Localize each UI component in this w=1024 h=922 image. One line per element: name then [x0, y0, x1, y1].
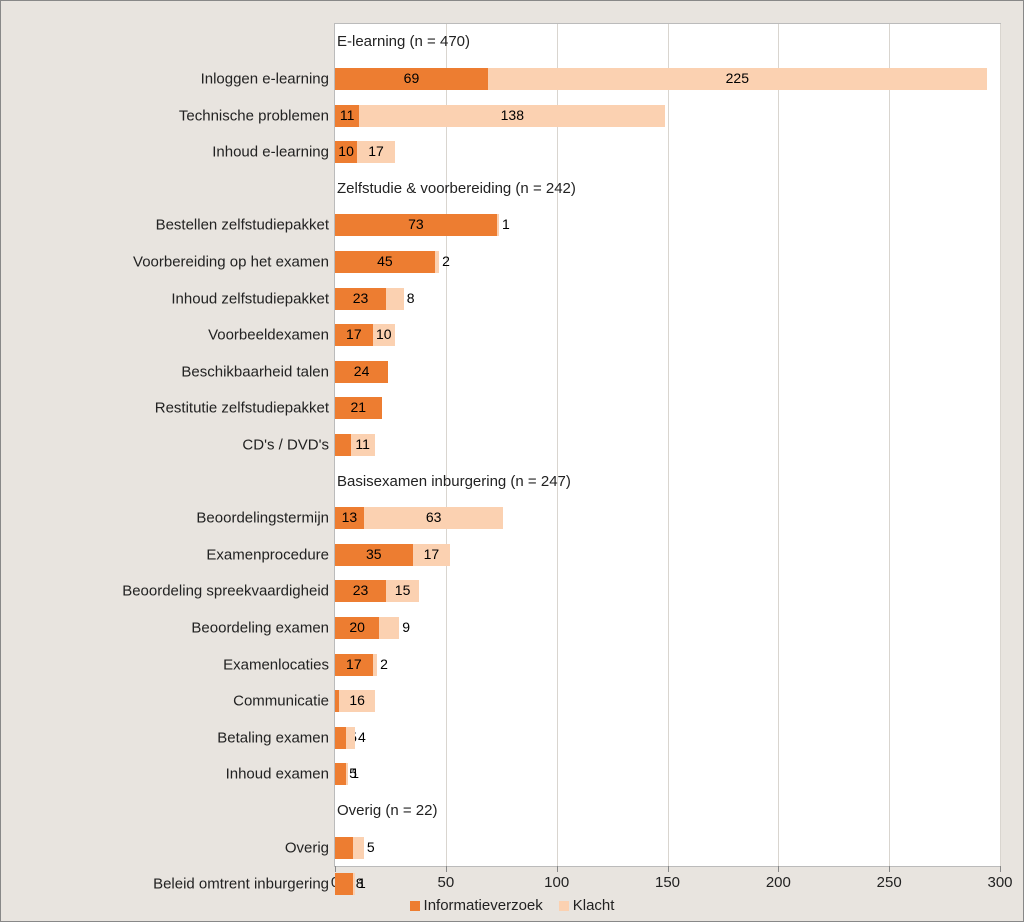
category-label: Beoordeling examen — [191, 619, 335, 636]
category-label: Voorbereiding op het examen — [133, 253, 335, 270]
group-header: Basisexamen inburgering (n = 247) — [337, 473, 571, 490]
x-tick-label: 50 — [437, 866, 454, 891]
bar-value-label: 1 — [351, 765, 359, 781]
gridline — [668, 24, 669, 866]
gridline — [889, 24, 890, 866]
bar-value-label: 63 — [426, 509, 442, 525]
bar-value-label: 1 — [502, 216, 510, 232]
bar-value-label: 1 — [358, 875, 366, 891]
category-label: Beschikbaarheid talen — [181, 363, 335, 380]
x-tick-label: 250 — [877, 866, 902, 891]
bar-segment-klacht — [386, 288, 404, 310]
bar-value-label: 225 — [726, 70, 749, 86]
bar-value-label: 8 — [407, 290, 415, 306]
bar-segment-info — [335, 837, 353, 859]
bar-segment-klacht — [373, 654, 377, 676]
bar-value-label: 23 — [353, 290, 369, 306]
bar-segment-info — [335, 434, 351, 456]
x-tick-label: 200 — [766, 866, 791, 891]
bar-value-label: 17 — [346, 656, 362, 672]
bar-value-label: 21 — [350, 399, 366, 415]
bar-value-label: 20 — [349, 619, 365, 635]
category-label: Communicatie — [233, 693, 335, 710]
legend-swatch — [559, 901, 569, 911]
bar-value-label: 17 — [368, 143, 384, 159]
gridline — [446, 24, 447, 866]
category-label: Bestellen zelfstudiepakket — [156, 217, 335, 234]
category-label: Technische problemen — [179, 107, 335, 124]
bar-value-label: 69 — [404, 70, 420, 86]
category-label: Inhoud e-learning — [212, 144, 335, 161]
bar-value-label: 23 — [353, 582, 369, 598]
bar-value-label: 138 — [501, 107, 524, 123]
category-label: Inloggen e-learning — [201, 70, 335, 87]
bar-segment-klacht — [353, 837, 364, 859]
legend-item: Klacht — [559, 897, 615, 914]
bar-value-label: 11 — [355, 436, 370, 452]
bar-segment-klacht — [497, 214, 499, 236]
bar-value-label: 4 — [358, 729, 366, 745]
group-header: E-learning (n = 470) — [337, 33, 470, 50]
category-label: Beleid omtrent inburgering — [153, 876, 335, 893]
bar-value-label: 10 — [376, 326, 392, 342]
bar-segment-info — [335, 873, 353, 895]
x-tick-label: 300 — [987, 866, 1012, 891]
legend-swatch — [410, 901, 420, 911]
bar-value-label: 5 — [367, 839, 375, 855]
category-label: Voorbeeldexamen — [208, 327, 335, 344]
legend: Informatieverzoek Klacht — [1, 897, 1023, 914]
plot-area: 050100150200250300E-learning (n = 470)In… — [334, 23, 1001, 867]
x-tick-label: 100 — [544, 866, 569, 891]
category-label: Beoordelingstermijn — [196, 510, 335, 527]
bar-value-label: 10 — [338, 143, 354, 159]
gridline — [1000, 24, 1001, 866]
bar-value-label: 16 — [349, 692, 365, 708]
legend-label: Klacht — [573, 897, 615, 914]
category-label: Inhoud zelfstudiepakket — [171, 290, 335, 307]
bar-value-label: 17 — [424, 546, 440, 562]
bar-value-label: 73 — [408, 216, 424, 232]
category-label: Betaling examen — [217, 729, 335, 746]
bar-segment-klacht — [435, 251, 439, 273]
chart-frame: 050100150200250300E-learning (n = 470)In… — [0, 0, 1024, 922]
bar-value-label: 17 — [346, 326, 362, 342]
category-label: Beoordeling spreekvaardigheid — [122, 583, 335, 600]
gridline — [778, 24, 779, 866]
bar-segment-klacht — [353, 873, 355, 895]
x-tick-label: 150 — [655, 866, 680, 891]
category-label: Inhoud examen — [226, 766, 335, 783]
category-label: Restitutie zelfstudiepakket — [155, 400, 335, 417]
bar-value-label: 2 — [380, 656, 388, 672]
bar-value-label: 9 — [402, 619, 410, 635]
category-label: CD's / DVD's — [242, 436, 335, 453]
bar-value-label: 2 — [442, 253, 450, 269]
bar-value-label: 13 — [342, 509, 358, 525]
bar-segment-info — [335, 763, 346, 785]
category-label: Overig — [285, 839, 335, 856]
bar-value-label: 11 — [340, 107, 355, 123]
bar-value-label: 15 — [395, 582, 411, 598]
category-label: Examenprocedure — [206, 546, 335, 563]
bar-segment-klacht — [379, 617, 399, 639]
legend-item: Informatieverzoek — [410, 897, 543, 914]
bar-segment-info — [335, 727, 346, 749]
category-label: Examenlocaties — [223, 656, 335, 673]
group-header: Zelfstudie & voorbereiding (n = 242) — [337, 180, 576, 197]
bar-value-label: 35 — [366, 546, 382, 562]
bar-value-label: 24 — [354, 363, 370, 379]
group-header: Overig (n = 22) — [337, 802, 437, 819]
bar-segment-klacht — [346, 763, 348, 785]
legend-label: Informatieverzoek — [424, 897, 543, 914]
gridline — [557, 24, 558, 866]
bar-segment-klacht — [346, 727, 355, 749]
bar-value-label: 45 — [377, 253, 393, 269]
